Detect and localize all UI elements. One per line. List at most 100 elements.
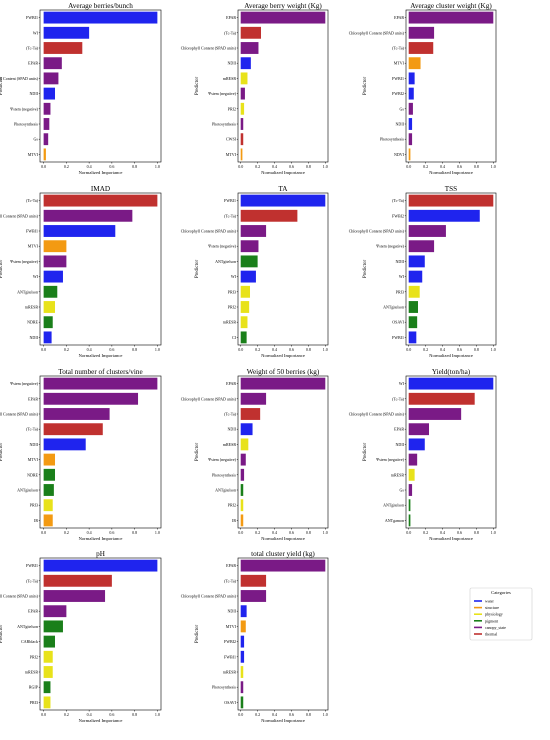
x-tick-label: 0.6: [289, 530, 294, 535]
x-tick-label: 0.0: [238, 712, 243, 717]
tick-label: OSAVI: [392, 320, 404, 325]
x-tick-label: 0.4: [272, 530, 277, 535]
x-tick-label: 0.6: [109, 530, 114, 535]
x-tick-label: 0.2: [64, 164, 69, 169]
tick-label: Gs: [400, 106, 405, 111]
bar: [240, 377, 326, 390]
x-tick-label: 0.2: [423, 530, 428, 535]
tick-label: OSAVI: [224, 700, 236, 705]
tick-label: WI: [231, 274, 237, 279]
tick-label: MTVI: [28, 244, 39, 249]
tick-label: MTVI: [28, 152, 39, 157]
tick-label: ANTgitelson: [17, 624, 38, 629]
bar: [43, 240, 67, 253]
y-axis-label: Predictor: [363, 260, 368, 279]
tick-label: IR: [34, 518, 38, 523]
tick-label: FWBI2: [392, 213, 404, 218]
bar: [408, 57, 421, 70]
tick-label: Gs: [34, 137, 39, 142]
x-axis-label: Normalized Importance: [261, 536, 305, 541]
bar: [43, 255, 67, 268]
tick-label: NDII: [396, 122, 405, 127]
tick-label: Chlorophyll Content (SPAD units): [349, 30, 405, 35]
bar: [240, 255, 258, 268]
x-tick-label: 0.8: [132, 347, 137, 352]
chart-title: Average berries/bunch: [68, 2, 133, 10]
bar: [408, 240, 435, 253]
tick-label: Gs: [400, 488, 405, 493]
x-tick-label: 0.6: [457, 347, 462, 352]
bar: [240, 392, 267, 405]
bar: [240, 468, 245, 481]
x-tick-label: 0.2: [423, 347, 428, 352]
y-axis-label: Predictor: [0, 77, 4, 96]
bar: [43, 270, 63, 283]
tick-label: ANTgitelson: [17, 289, 38, 294]
panel-9: pH FWBI1 (Tc-Ta) Chlorophyll Content (SPAD …: [0, 550, 162, 723]
x-tick-label: 0.2: [255, 164, 260, 169]
panel-2: Average cluster weight (Kg) EPAR Chlorophy…: [349, 2, 497, 175]
bar: [43, 194, 158, 207]
legend-box: [469, 587, 533, 641]
tick-label: FWBI2: [392, 91, 404, 96]
tick-label: PRI2: [228, 305, 236, 310]
bar: [240, 133, 244, 146]
tick-label: mRESR: [391, 472, 404, 477]
x-tick-label: 0.0: [238, 530, 243, 535]
x-tick-label: 0.4: [440, 530, 445, 535]
tick-label: NDII: [30, 442, 39, 447]
x-axis-label: Normalized Importance: [429, 170, 473, 175]
bar: [240, 453, 246, 466]
bar: [240, 620, 246, 633]
tick-label: Ψstem (negative): [10, 381, 38, 386]
bar: [43, 285, 58, 298]
bar: [240, 148, 243, 161]
legend-title: Categories: [491, 590, 511, 595]
x-tick-label: 0.6: [289, 164, 294, 169]
bar: [43, 316, 53, 329]
bar: [43, 408, 110, 420]
tick-label: Ψstem (negative): [376, 244, 404, 249]
x-tick-label: 0.0: [406, 347, 411, 352]
x-tick-label: 0.0: [41, 712, 46, 717]
bar: [43, 148, 46, 161]
x-tick-label: 0.0: [41, 347, 46, 352]
chart-title: IMAD: [91, 185, 110, 193]
axes-frame: [405, 9, 497, 163]
bar: [240, 605, 247, 618]
tick-label: PRI3: [228, 289, 236, 294]
tick-label: Chlorophyll Content (SPAD units): [0, 412, 39, 417]
bar: [43, 42, 83, 54]
x-tick-label: 1.0: [491, 530, 496, 535]
bar: [43, 650, 53, 663]
tick-label: NDVI: [394, 152, 405, 157]
tick-label: MTVI: [226, 152, 237, 157]
panel-1: Average berry weight (Kg) EPAR (Tc-Ta) Chlo…: [181, 2, 329, 175]
bar: [43, 377, 158, 390]
bar: [408, 72, 415, 85]
x-tick-label: 0.4: [272, 347, 277, 352]
bar: [408, 87, 414, 100]
x-tick-label: 1.0: [155, 712, 160, 717]
x-tick-label: 1.0: [491, 164, 496, 169]
x-axis-label: Normalized Importance: [261, 353, 305, 358]
bar: [240, 11, 326, 24]
x-tick-label: 0.4: [87, 530, 92, 535]
tick-label: (Tc-Ta): [224, 213, 237, 218]
bar: [43, 681, 51, 694]
bar: [43, 438, 86, 451]
tick-label: (Tc-Ta): [392, 198, 405, 203]
bar: [240, 301, 250, 313]
tick-label: EPAR: [394, 15, 404, 20]
chart-title: Weight of 50 berries (kg): [247, 368, 320, 376]
bar: [43, 331, 52, 344]
y-axis-label: Predictor: [195, 443, 200, 462]
bar: [240, 285, 251, 298]
tick-label: IR: [232, 518, 236, 523]
bar: [240, 423, 253, 436]
bar: [43, 620, 63, 633]
y-axis-label: Predictor: [363, 77, 368, 96]
x-tick-label: 1.0: [155, 164, 160, 169]
